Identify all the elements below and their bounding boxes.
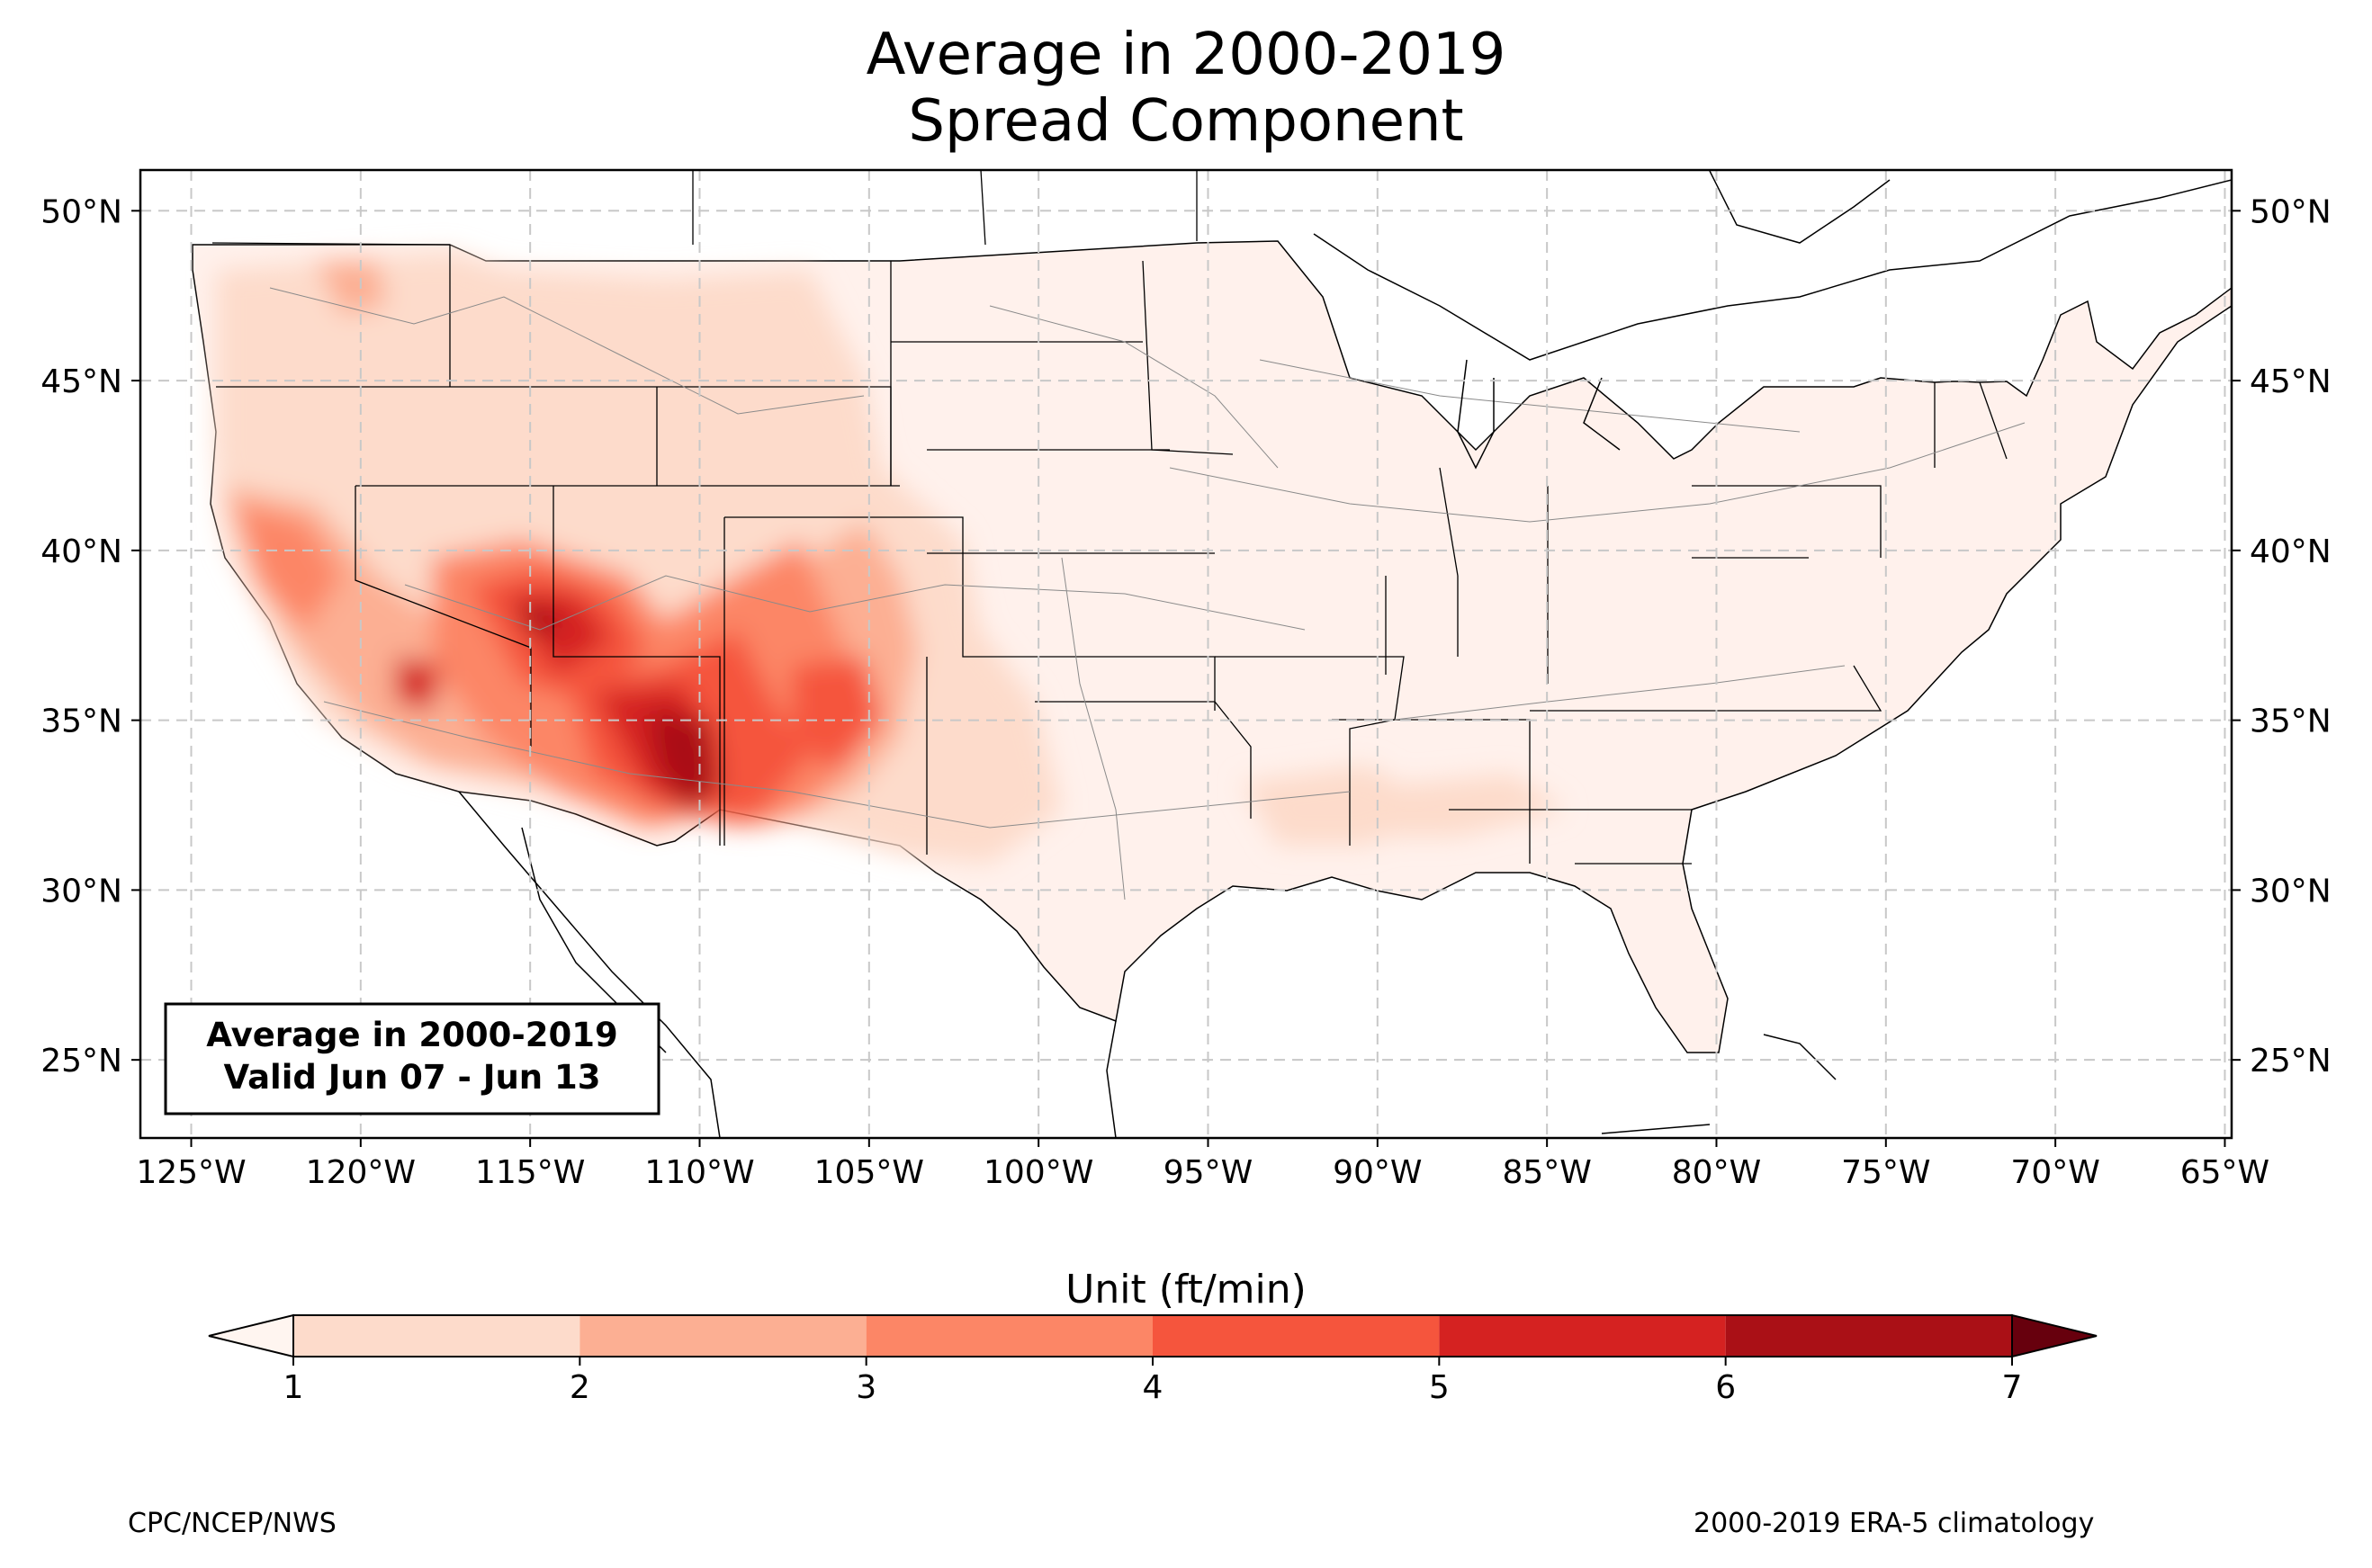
- lon-tick-label: 75°W: [1841, 1154, 1930, 1191]
- lon-tick-label: 110°W: [644, 1154, 754, 1191]
- lat-tick-label-right: 25°N: [2250, 1043, 2332, 1080]
- spread-shading: [216, 252, 1566, 864]
- lat-tick-label-right: 30°N: [2250, 873, 2332, 909]
- colorbar-label: Unit (ft/min): [1065, 1267, 1307, 1313]
- lon-tick-label: 105°W: [814, 1154, 924, 1191]
- colorbar-tick-label: 3: [856, 1369, 876, 1406]
- lon-tick-label: 100°W: [984, 1154, 1093, 1191]
- lat-tick-label-right: 35°N: [2250, 703, 2332, 740]
- map-frame: [139, 168, 2233, 1140]
- colorbar-tick-label: 6: [1715, 1369, 1736, 1406]
- lat-tick-label-left: 25°N: [40, 1043, 122, 1080]
- colorbar-segment: [1153, 1315, 1440, 1357]
- colorbar-over-arrow: [2011, 1313, 2098, 1358]
- colorbar-tick-label: 2: [570, 1369, 590, 1406]
- colorbar-tick-label: 5: [1429, 1369, 1450, 1406]
- colorbar-segment: [1725, 1315, 2012, 1357]
- road-network: [269, 287, 2026, 900]
- credit-right: 2000-2019 ERA-5 climatology: [1694, 1508, 2095, 1539]
- colorbar-segment: [866, 1315, 1153, 1357]
- colorbar-segment: [580, 1315, 867, 1357]
- annotation-line2: Valid Jun 07 - Jun 13: [223, 1058, 600, 1097]
- lat-tick-label-right: 45°N: [2250, 363, 2332, 400]
- colorbar: 1 2 3 4 5 6 7: [208, 1313, 2098, 1406]
- lon-tick-label: 115°W: [475, 1154, 585, 1191]
- lon-tick-label: 95°W: [1164, 1154, 1253, 1191]
- annotation-line1: Average in 2000-2019: [206, 1016, 617, 1054]
- lat-tick-label-right: 40°N: [2250, 533, 2332, 570]
- lon-tick-label: 70°W: [2010, 1154, 2099, 1191]
- lon-tick-label: 90°W: [1333, 1154, 1422, 1191]
- lat-tick-label-left: 30°N: [40, 873, 122, 909]
- credit-left: CPC/NCEP/NWS: [128, 1508, 337, 1539]
- lat-tick-label-left: 45°N: [40, 363, 122, 400]
- lon-tick-label: 125°W: [136, 1154, 246, 1191]
- colorbar-segment: [293, 1315, 580, 1357]
- lat-tick-label-left: 40°N: [40, 533, 122, 570]
- lon-tick-label: 85°W: [1502, 1154, 1591, 1191]
- lat-tick-label-left: 35°N: [40, 703, 122, 740]
- colorbar-tick-label: 7: [2002, 1369, 2023, 1406]
- lon-tick-label: 65°W: [2180, 1154, 2269, 1191]
- lat-tick-label-left: 50°N: [40, 193, 122, 230]
- state-boundaries: [211, 170, 2008, 865]
- colorbar-tick-label: 4: [1143, 1369, 1164, 1406]
- colorbar-segment: [1439, 1315, 1726, 1357]
- axis-ticks: 125°W 120°W 115°W 110°W 105°W 100°W 95°W 90°W 85…: [40, 193, 2332, 1191]
- lon-tick-label: 80°W: [1672, 1154, 1761, 1191]
- chart-title: Average in 2000-2019: [866, 22, 1506, 88]
- colorbar-under-arrow: [208, 1313, 294, 1358]
- lat-tick-label-right: 50°N: [2250, 193, 2332, 230]
- coastlines: [458, 170, 2232, 1138]
- annotation-box: Average in 2000-2019 Valid Jun 07 - Jun …: [164, 1002, 660, 1116]
- lon-tick-label: 120°W: [306, 1154, 416, 1191]
- chart-subtitle: Spread Component: [908, 88, 1464, 155]
- colorbar-tick-label: 1: [283, 1369, 304, 1406]
